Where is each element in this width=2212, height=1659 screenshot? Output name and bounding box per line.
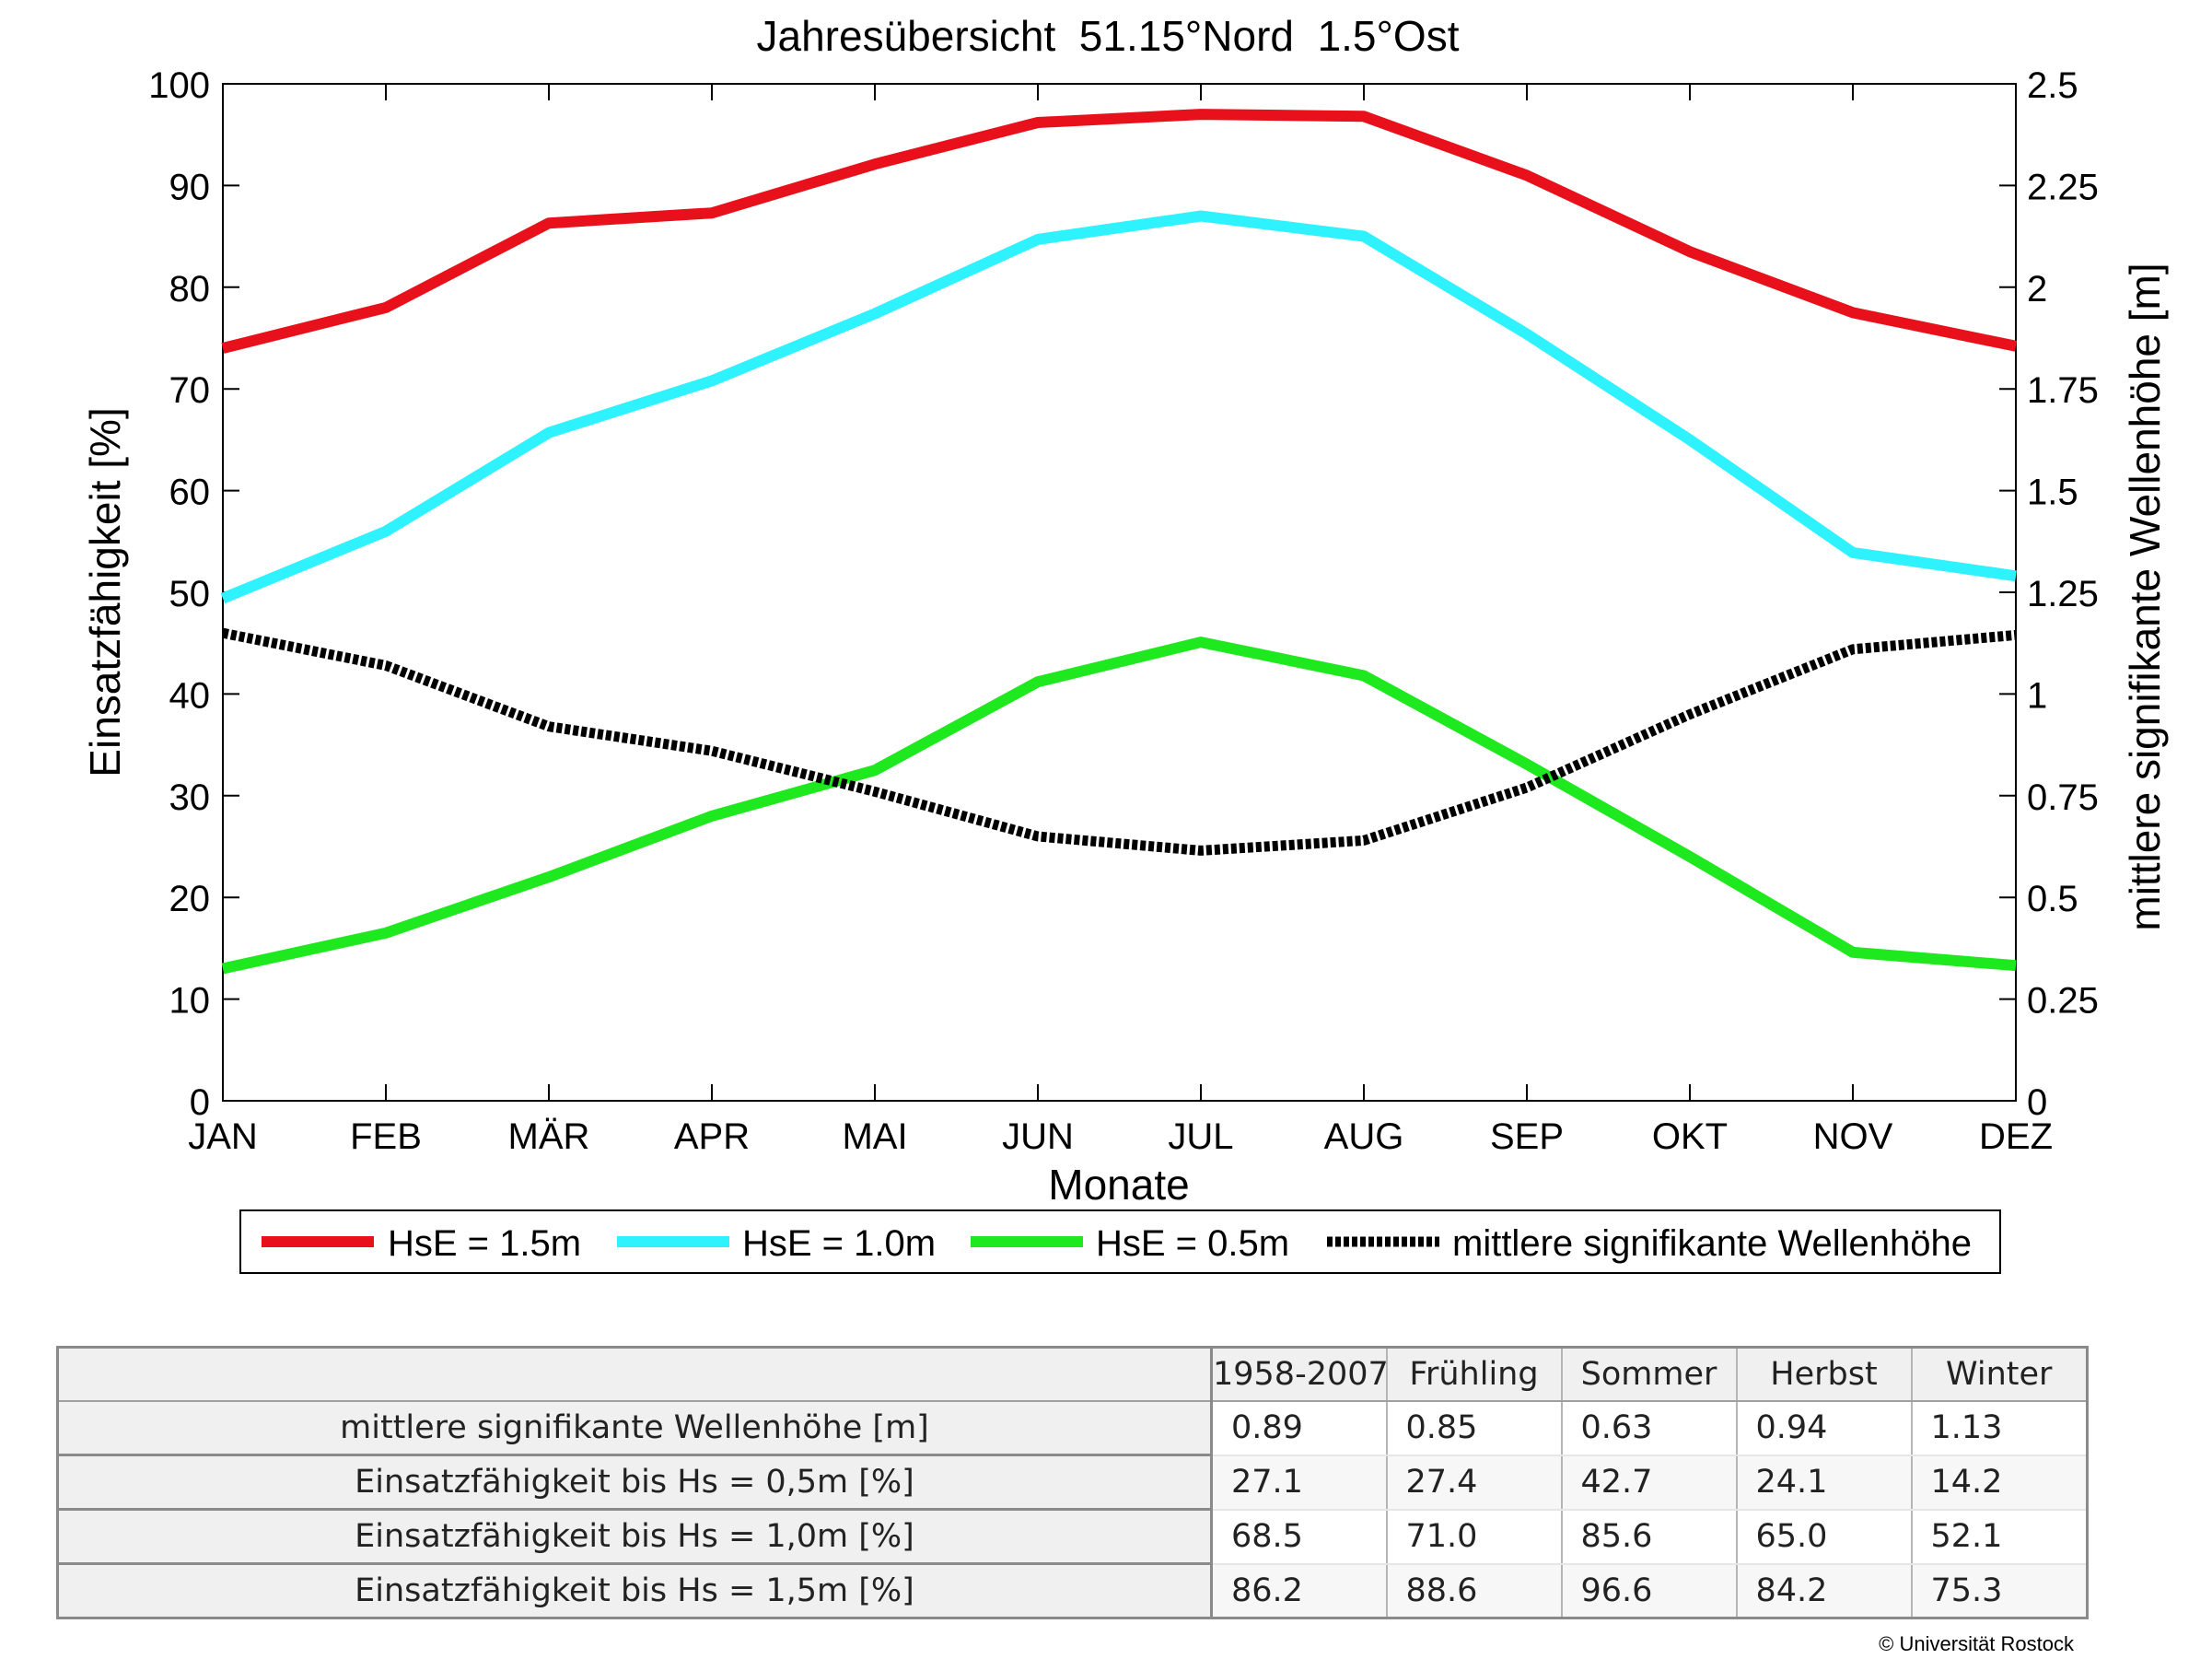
legend-label: HsE = 1.5m [388,1223,581,1264]
y-tick-label: 100 [148,65,210,106]
y-tick-label: 0 [190,1082,210,1123]
x-tick-label: MAI [842,1116,907,1157]
table-row: Einsatzfähigkeit bis Hs = 0,5m [%] 27.1 … [56,1454,2089,1511]
y-right-tick-label: 0.5 [2027,879,2078,919]
y-tick-label: 70 [169,370,211,411]
table-corner-cell [56,1346,1213,1402]
y-right-tick-label: 1 [2027,675,2047,716]
y-right-tick-label: 0 [2027,1082,2047,1123]
y-axis-label: Einsatzfähigkeit [%] [81,407,129,777]
x-tick-label: MÄR [508,1116,590,1157]
y-tick-label: 30 [169,777,211,818]
table-cell: 24.1 [1735,1454,1913,1511]
x-tick-label: SEP [1490,1116,1564,1157]
table-row: Einsatzfähigkeit bis Hs = 1,0m [%] 68.5 … [56,1508,2089,1565]
table-cell: 14.2 [1910,1454,2089,1511]
column-header[interactable]: Winter [1910,1346,2089,1402]
y-tick-label: 90 [169,167,211,207]
table-cell: 86.2 [1210,1562,1388,1619]
table-cell: 75.3 [1910,1562,2089,1619]
table-cell: 65.0 [1735,1508,1913,1565]
legend-label: HsE = 1.0m [742,1223,936,1264]
y-right-tick-label: 1.25 [2027,574,2099,614]
table-cell: 85.6 [1560,1508,1738,1565]
row-header: Einsatzfähigkeit bis Hs = 1,5m [%] [56,1562,1213,1619]
column-header[interactable]: Sommer [1560,1346,1738,1402]
x-tick-label: AUG [1324,1116,1404,1157]
column-header[interactable]: Frühling [1385,1346,1563,1402]
table-cell: 0.89 [1210,1400,1388,1456]
series-line-hse-1-5m [221,109,2018,354]
table-row: mittlere signifikante Wellenhöhe [m] 0.8… [56,1400,2089,1456]
table-cell: 1.13 [1910,1400,2089,1456]
chart: Jahresübersicht 51.15°Nord 1.5°Ost 01020… [81,12,2169,1274]
series-line-mittlere-signifikante-wellenh-he [221,627,2017,856]
x-tick-label: JAN [188,1116,258,1157]
table-cell: 0.63 [1560,1400,1738,1456]
y-right-tick-label: 2.25 [2027,167,2099,207]
chart-title: Jahresübersicht 51.15°Nord 1.5°Ost [757,12,1460,60]
legend-label: HsE = 0.5m [1096,1223,1289,1264]
series-line-hse-1-0m [220,210,2017,604]
table-cell: 68.5 [1210,1508,1388,1565]
x-tick-label: JUL [1168,1116,1233,1157]
table-cell: 42.7 [1560,1454,1738,1511]
table-cell: 27.1 [1210,1454,1388,1511]
table-cell: 0.94 [1735,1400,1913,1456]
y-tick-label: 40 [169,675,211,716]
x-tick-label: JUN [1002,1116,1074,1157]
y-tick-label: 20 [169,879,211,919]
legend-label: mittlere signifikante Wellenhöhe [1452,1223,1972,1264]
y-right-tick-label: 2 [2027,269,2047,310]
y-tick-label: 10 [169,981,211,1022]
table-cell: 27.4 [1385,1454,1563,1511]
table-cell: 71.0 [1385,1508,1563,1565]
plot-area [222,83,2017,1102]
table-cell: 0.85 [1385,1400,1563,1456]
column-header[interactable]: 1958-2007 [1210,1346,1388,1402]
row-header: Einsatzfähigkeit bis Hs = 0,5m [%] [56,1454,1213,1511]
y-right-tick-label: 0.75 [2027,777,2099,818]
y-right-tick-label: 1.75 [2027,370,2099,411]
column-header[interactable]: Herbst [1735,1346,1913,1402]
x-tick-label: FEB [350,1116,422,1157]
x-tick-label: DEZ [1979,1116,2053,1157]
table-cell: 88.6 [1385,1562,1563,1619]
x-tick-label: OKT [1652,1116,1728,1157]
y-axis-label-right: mittlere signifikante Wellenhöhe [m] [2121,263,2169,930]
y-tick-label: 50 [169,574,211,614]
table-cell: 96.6 [1560,1562,1738,1619]
statistics-table: 1958-2007 Frühling Sommer Herbst Winter … [56,1346,2089,1619]
row-header: Einsatzfähigkeit bis Hs = 1,0m [%] [56,1508,1213,1565]
table-cell: 84.2 [1735,1562,1913,1619]
table-header-row: 1958-2007 Frühling Sommer Herbst Winter [56,1346,2089,1402]
copyright-notice: © Universität Rostock [1879,1632,2074,1655]
x-axis-label: Monate [1048,1161,1189,1209]
y-right-tick-label: 1.5 [2027,473,2078,513]
y-tick-label: 60 [169,473,211,513]
x-tick-label: APR [674,1116,750,1157]
series-line-hse-0-5m [221,637,2017,975]
y-tick-label: 80 [169,269,211,310]
legend: HsE = 1.5m HsE = 1.0m HsE = 0.5m mittlere s… [239,1209,2001,1274]
x-tick-label: NOV [1813,1116,1893,1157]
y-right-tick-label: 2.5 [2027,65,2078,106]
table-row: Einsatzfähigkeit bis Hs = 1,5m [%] 86.2 … [56,1562,2089,1619]
y-right-tick-label: 0.25 [2027,981,2099,1022]
row-header: mittlere signifikante Wellenhöhe [m] [56,1400,1213,1456]
table-cell: 52.1 [1910,1508,2089,1565]
